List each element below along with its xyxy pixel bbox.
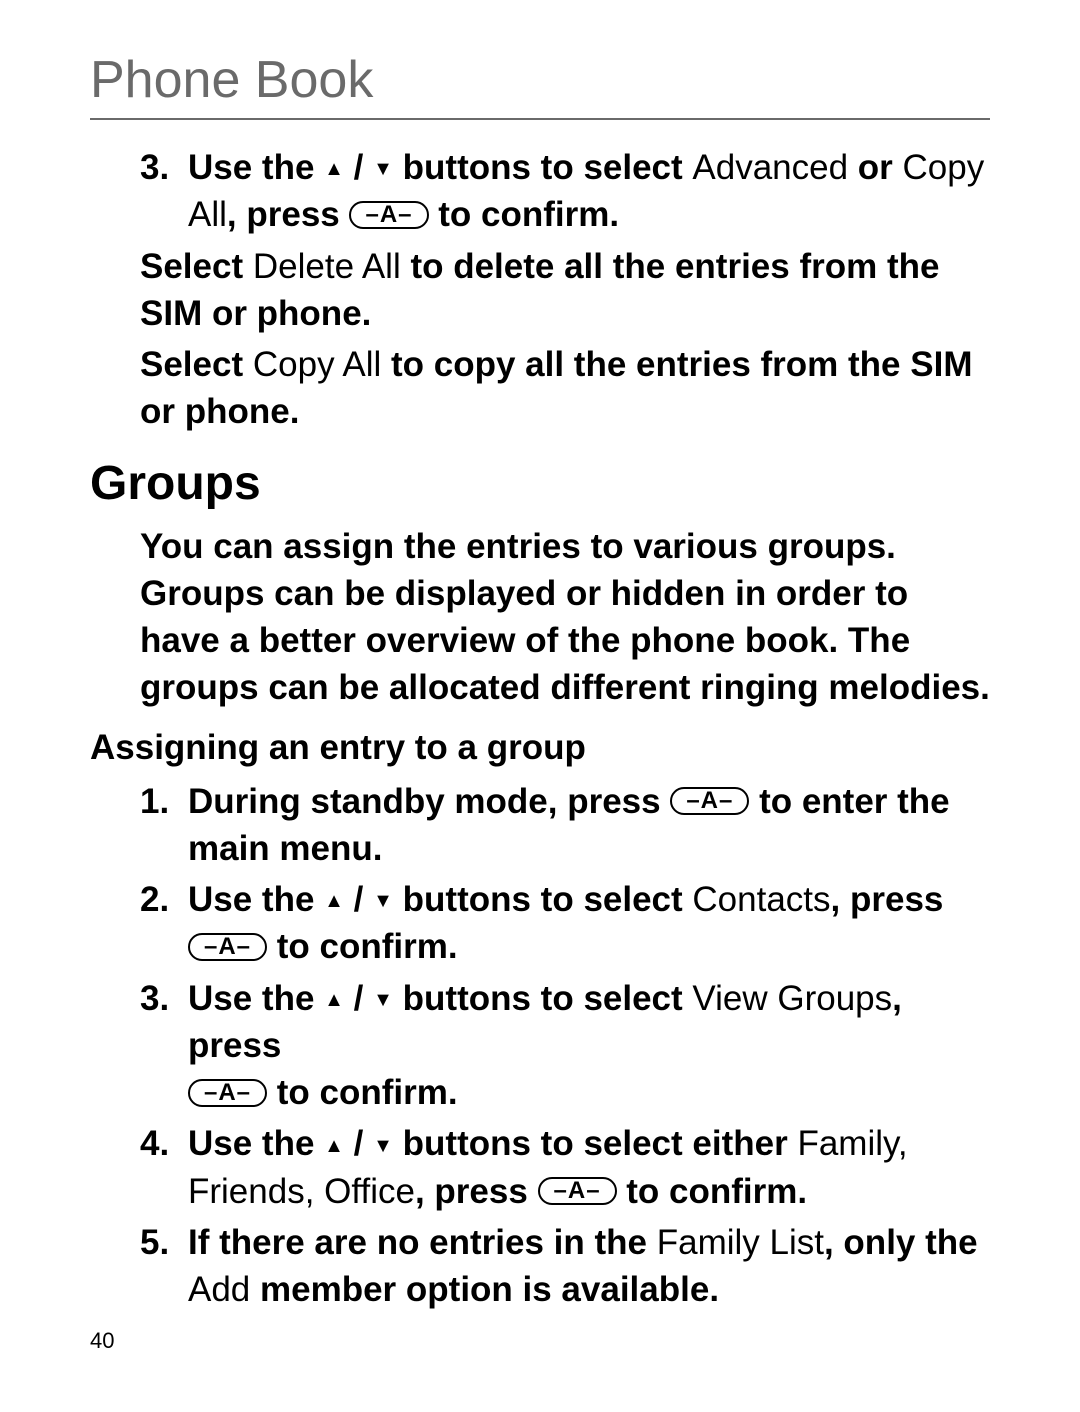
copy-all-label: Copy All [253, 345, 381, 384]
delete-all-label: Delete All [253, 247, 401, 286]
select-text2: Select [140, 345, 253, 384]
step1-text: During standby mode, press –A– to enter … [188, 778, 990, 873]
step3-b: / [344, 979, 373, 1018]
up-arrow-icon [324, 880, 344, 919]
step-3-top: 3. Use the / buttons to select Advanced … [140, 144, 990, 239]
step3-press: , press [227, 195, 350, 234]
step5-a: If there are no entries in the [188, 1223, 657, 1262]
view-groups-label: View Groups [692, 979, 892, 1018]
step3-confirm: to confirm. [267, 1073, 458, 1112]
step2-confirm: to confirm. [267, 927, 458, 966]
advanced-label: Advanced [692, 148, 848, 187]
up-arrow-icon [324, 1124, 344, 1163]
step3-text-a: Use the [188, 148, 324, 187]
copy-all-text: Select Copy All to copy all the entries … [140, 341, 990, 436]
step5-text: If there are no entries in the Family Li… [188, 1219, 990, 1314]
step5-num: 5. [140, 1219, 188, 1314]
step3-text: Use the / buttons to select View Groups,… [188, 975, 990, 1117]
a-button-icon: –A– [188, 1079, 267, 1107]
step4-num: 4. [140, 1120, 188, 1215]
down-arrow-icon [373, 1124, 393, 1163]
step4-confirm: to confirm. [617, 1172, 808, 1211]
step-3: 3. Use the / buttons to select View Grou… [140, 975, 990, 1117]
step2-num: 2. [140, 876, 188, 971]
assigning-sub-heading: Assigning an entry to a group [90, 728, 990, 768]
step4-press: , press [415, 1172, 538, 1211]
groups-intro: You can assign the entries to various gr… [140, 523, 990, 712]
step5-b: , only the [824, 1223, 978, 1262]
step3-a: Use the [188, 979, 324, 1018]
groups-steps: 1. During standby mode, press –A– to ent… [140, 778, 990, 1314]
step4-b: / [344, 1124, 373, 1163]
step4-c: buttons to select either [393, 1124, 798, 1163]
step3-or: or [848, 148, 902, 187]
step1-a: During standby mode, press [188, 782, 670, 821]
step3-num: 3. [140, 975, 188, 1117]
step3-text-b: / [344, 148, 373, 187]
down-arrow-icon [373, 880, 393, 919]
page-number: 40 [90, 1328, 114, 1354]
all-label: All [188, 195, 227, 234]
step1-num: 1. [140, 778, 188, 873]
a-button-icon: –A– [538, 1177, 617, 1205]
a-button-icon: –A– [349, 201, 428, 229]
step3-c: buttons to select [393, 979, 692, 1018]
step4-a: Use the [188, 1124, 324, 1163]
contacts-label: Contacts [692, 880, 830, 919]
step5-c: member option is available. [250, 1270, 719, 1309]
add-label: Add [188, 1270, 250, 1309]
step-text: Use the / buttons to select Advanced or … [188, 144, 990, 239]
delete-all-text: Select Delete All to delete all the entr… [140, 243, 990, 338]
step-1: 1. During standby mode, press –A– to ent… [140, 778, 990, 873]
step-5: 5. If there are no entries in the Family… [140, 1219, 990, 1314]
a-button-icon: –A– [188, 933, 267, 961]
step2-press: , press [831, 880, 944, 919]
copy-label: Copy [903, 148, 985, 187]
down-arrow-icon [373, 148, 393, 187]
select-text: Select [140, 247, 253, 286]
a-button-icon: –A– [670, 787, 749, 815]
step-2: 2. Use the / buttons to select Contacts,… [140, 876, 990, 971]
family-list-label: Family List [657, 1223, 824, 1262]
step-number: 3. [140, 144, 188, 239]
groups-heading: Groups [90, 456, 990, 511]
up-arrow-icon [324, 148, 344, 187]
step2-b: / [344, 880, 373, 919]
step4-text: Use the / buttons to select either Famil… [188, 1120, 990, 1215]
step2-text: Use the / buttons to select Contacts, pr… [188, 876, 990, 971]
step-4: 4. Use the / buttons to select either Fa… [140, 1120, 990, 1215]
step3-confirm: to confirm. [429, 195, 620, 234]
step2-c: buttons to select [393, 880, 692, 919]
step2-a: Use the [188, 880, 324, 919]
up-arrow-icon [324, 979, 344, 1018]
page-title: Phone Book [90, 50, 990, 120]
top-steps: 3. Use the / buttons to select Advanced … [140, 144, 990, 239]
step3-text-c: buttons to select [393, 148, 692, 187]
down-arrow-icon [373, 979, 393, 1018]
